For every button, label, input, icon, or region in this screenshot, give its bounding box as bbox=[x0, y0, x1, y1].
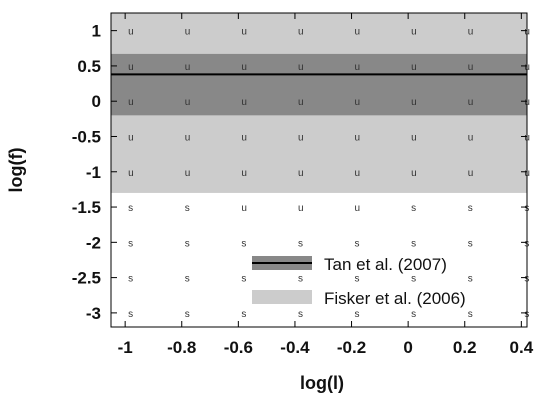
cell-label: u bbox=[298, 62, 304, 73]
cell-label: u bbox=[468, 132, 474, 143]
x-tick-label: -0.4 bbox=[280, 338, 310, 357]
y-tick-label: 0 bbox=[92, 92, 101, 111]
plot-frame bbox=[110, 12, 528, 328]
cell-label: s bbox=[468, 309, 473, 320]
cell-label: u bbox=[355, 203, 361, 214]
cell-label: s bbox=[128, 238, 133, 249]
cell-label: s bbox=[185, 203, 190, 214]
cell-label: u bbox=[241, 132, 247, 143]
cell-label: s bbox=[468, 274, 473, 285]
cell-label: u bbox=[355, 27, 361, 38]
cell-label: s bbox=[128, 274, 133, 285]
cell-label: s bbox=[355, 238, 360, 249]
cell-label: u bbox=[468, 97, 474, 108]
y-tick-label: 0.5 bbox=[77, 57, 101, 76]
cell-label: u bbox=[128, 27, 134, 38]
cell-label: u bbox=[185, 168, 191, 179]
cell-label: s bbox=[411, 274, 416, 285]
cell-label: s bbox=[185, 274, 190, 285]
cell-label-layer: u u u u u u u uu u u u u u u uu u u u u u u uu u u u u u u uu u u u u u u u… bbox=[128, 27, 530, 320]
cell-label: u bbox=[241, 62, 247, 73]
cell-label: s bbox=[355, 309, 360, 320]
cell-label: s bbox=[241, 238, 246, 249]
cell-label: u bbox=[185, 132, 191, 143]
y-tick-label: 1 bbox=[92, 22, 101, 41]
x-tick-label: -0.2 bbox=[337, 338, 366, 357]
cell-label: u bbox=[355, 168, 361, 179]
x-tick-label: 0 bbox=[403, 338, 412, 357]
legend-label-fisker: Fisker et al. (2006) bbox=[324, 289, 466, 308]
cell-label: u bbox=[298, 97, 304, 108]
cell-label: s bbox=[128, 203, 133, 214]
cell-label: s bbox=[185, 238, 190, 249]
y-axis-label: log(f) bbox=[6, 148, 26, 193]
cell-label: u bbox=[241, 27, 247, 38]
cell-label: u bbox=[298, 203, 304, 214]
x-tick-label: -1 bbox=[118, 338, 133, 357]
cell-label: s bbox=[241, 274, 246, 285]
cell-label: s bbox=[185, 309, 190, 320]
legend-label-tan: Tan et al. (2007) bbox=[324, 255, 447, 274]
y-tick-label: -2.5 bbox=[72, 269, 101, 288]
cell-label: u bbox=[355, 62, 361, 73]
cell-label: s bbox=[241, 309, 246, 320]
cell-label: u bbox=[411, 62, 417, 73]
cell-label: u bbox=[411, 168, 417, 179]
cell-label: u bbox=[128, 97, 134, 108]
cell-label: u bbox=[241, 168, 247, 179]
cell-label: u bbox=[411, 132, 417, 143]
cell-label: u bbox=[185, 97, 191, 108]
y-tick-label: -0.5 bbox=[72, 127, 101, 146]
cell-label: u bbox=[241, 97, 247, 108]
cell-label: u bbox=[411, 97, 417, 108]
y-axis: 1 0.5 0 -0.5 -1 -1.5 -2 -2.5 -3 bbox=[72, 22, 527, 323]
y-tick-label: -1.5 bbox=[72, 198, 101, 217]
y-tick-label: -3 bbox=[86, 304, 101, 323]
cell-label: u bbox=[468, 27, 474, 38]
legend: Tan et al. (2007) Fisker et al. (2006) bbox=[252, 255, 466, 308]
cell-label: s bbox=[298, 238, 303, 249]
cell-label: s bbox=[128, 309, 133, 320]
y-tick-label: -2 bbox=[86, 233, 101, 252]
cell-label: s bbox=[411, 309, 416, 320]
x-tick-label: -0.8 bbox=[167, 338, 196, 357]
cell-label: s bbox=[298, 274, 303, 285]
band-1 bbox=[111, 53, 527, 116]
cell-label: s bbox=[355, 274, 360, 285]
x-axis-label: log(l) bbox=[300, 373, 344, 393]
cell-label: u bbox=[185, 27, 191, 38]
cell-label: u bbox=[355, 132, 361, 143]
cell-label: s bbox=[411, 203, 416, 214]
legend-swatch-fisker bbox=[252, 290, 312, 304]
cell-label: u bbox=[298, 132, 304, 143]
cell-label: u bbox=[128, 132, 134, 143]
cell-label: u bbox=[128, 168, 134, 179]
y-tick-label: -1 bbox=[86, 163, 101, 182]
cell-label: u bbox=[468, 62, 474, 73]
cell-label: s bbox=[468, 238, 473, 249]
cell-label: s bbox=[298, 309, 303, 320]
x-tick-label: 0.4 bbox=[510, 338, 534, 357]
cell-label: u bbox=[241, 203, 247, 214]
x-tick-label: 0.2 bbox=[453, 338, 477, 357]
cell-label: u bbox=[128, 62, 134, 73]
cell-label: u bbox=[355, 97, 361, 108]
cell-label: s bbox=[468, 203, 473, 214]
cell-label: s bbox=[411, 238, 416, 249]
cell-label: u bbox=[411, 27, 417, 38]
cell-label: u bbox=[298, 168, 304, 179]
x-tick-label: -0.6 bbox=[224, 338, 253, 357]
x-axis: -1 -0.8 -0.6 -0.4 -0.2 0 0.2 0.4 bbox=[118, 13, 534, 357]
cell-label: u bbox=[185, 62, 191, 73]
cell-label: u bbox=[468, 168, 474, 179]
cell-label: u bbox=[298, 27, 304, 38]
band-layer bbox=[111, 13, 527, 193]
